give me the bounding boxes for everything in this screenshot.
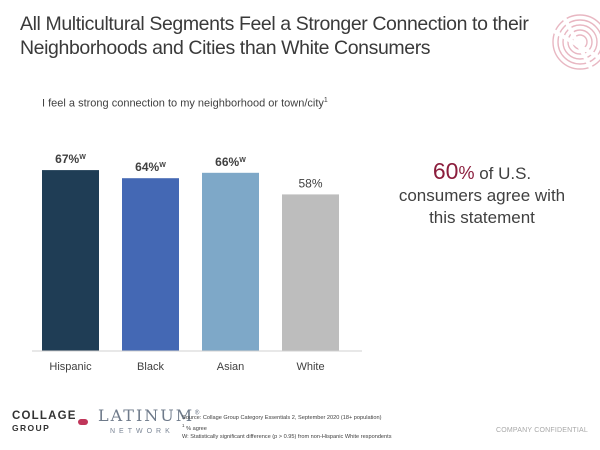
decorative-circles-icon: [550, 9, 600, 71]
footnote-1: 1 % agree: [182, 423, 207, 432]
collage-group-logo: COLLAGE GROUP: [12, 410, 77, 433]
data-label-white: 58%: [298, 176, 322, 190]
data-label-hispanic: 67%W: [55, 152, 86, 166]
bar-white: [282, 194, 339, 351]
source-note: Source: Collage Group Category Essential…: [182, 415, 382, 421]
stat-callout: 60% of U.S. consumers agree with this st…: [382, 160, 582, 229]
stat-text-3: this statement: [429, 208, 535, 227]
page-title: All Multicultural Segments Feel a Strong…: [20, 13, 529, 59]
footnotes: Source: Collage Group Category Essential…: [182, 414, 392, 441]
footnote-2: W: Statistically significant difference …: [182, 433, 392, 440]
latinum-logo: LATINUM®: [98, 406, 201, 425]
confidential-label: COMPANY CONFIDENTIAL: [495, 427, 588, 434]
stat-text-2: consumers agree with: [398, 186, 566, 205]
stat-value: 60%: [432, 158, 475, 184]
network-label: NETWORK: [110, 428, 174, 435]
tick-label-white: White: [296, 361, 324, 373]
tick-label-black: Black: [137, 361, 164, 373]
stat-text-1: of U.S.: [479, 164, 532, 183]
tick-label-asian: Asian: [217, 361, 245, 373]
data-label-asian: 66%W: [215, 155, 246, 169]
bar-chart: 67%W Hispanic 64%W Black 66%W Asian 58% White: [32, 152, 362, 373]
bar-black: [122, 178, 179, 351]
tick-label-hispanic: Hispanic: [49, 361, 92, 373]
data-label-black: 64%W: [135, 160, 166, 174]
logo-divider-icon: [78, 419, 88, 425]
bar-asian: [202, 172, 259, 351]
chart-question: I feel a strong connection to my neighbo…: [42, 97, 328, 110]
bar-hispanic: [42, 170, 99, 351]
